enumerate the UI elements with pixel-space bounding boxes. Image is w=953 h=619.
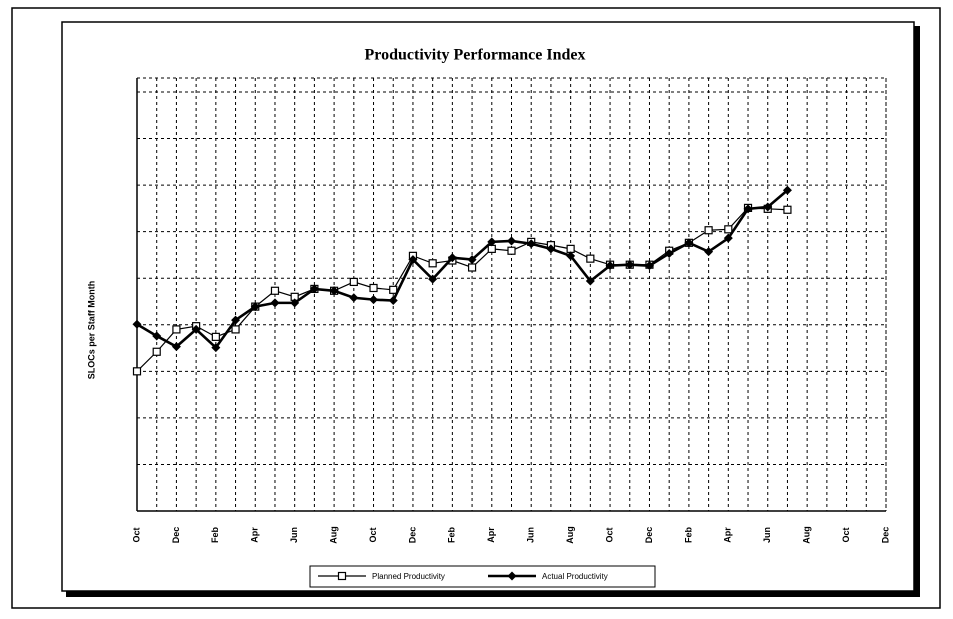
chart-frame	[61, 21, 915, 592]
x-tick-label: Aug	[328, 526, 338, 544]
x-tick-label: Apr	[486, 527, 496, 543]
x-tick-label: Apr	[250, 527, 260, 543]
x-tick-label: Jun	[289, 527, 299, 543]
marker	[566, 251, 576, 261]
x-tick-label: Jun	[526, 527, 536, 543]
marker	[270, 286, 280, 295]
marker	[428, 259, 437, 268]
marker	[704, 226, 713, 235]
marker	[211, 343, 221, 353]
marker	[507, 236, 516, 246]
marker	[152, 331, 162, 341]
marker	[132, 319, 142, 329]
marker	[664, 249, 674, 259]
legend-label: Actual Productivity	[542, 572, 608, 581]
marker	[389, 285, 398, 294]
marker	[337, 571, 347, 581]
x-tick-label: Dec	[171, 527, 181, 544]
x-tick-label: Feb	[683, 527, 693, 544]
marker	[644, 261, 654, 271]
marker	[447, 253, 457, 263]
marker	[191, 324, 201, 334]
marker	[349, 293, 359, 303]
marker	[467, 255, 477, 265]
marker	[467, 263, 477, 272]
series-line	[136, 189, 789, 350]
marker	[704, 247, 714, 257]
marker	[724, 225, 733, 234]
x-tick-label: Oct	[368, 527, 378, 542]
marker	[369, 283, 378, 293]
marker	[507, 246, 516, 255]
marker	[782, 185, 792, 195]
marker	[152, 347, 161, 356]
marker	[290, 298, 300, 308]
x-tick-label: Aug	[565, 526, 575, 544]
marker	[408, 255, 418, 265]
marker	[743, 204, 753, 214]
x-tick-label: Feb	[210, 527, 220, 544]
x-tick-label: Aug	[802, 526, 812, 544]
marker	[487, 237, 497, 247]
marker	[231, 325, 240, 334]
marker	[684, 238, 694, 248]
x-tick-label: Oct	[841, 527, 851, 542]
marker	[526, 239, 536, 249]
x-tick-label: Feb	[447, 527, 457, 544]
marker	[566, 244, 575, 253]
marker	[507, 571, 517, 581]
x-tick-label: Apr	[723, 527, 733, 543]
marker	[783, 205, 792, 214]
marker	[132, 367, 142, 376]
outer-frame	[11, 7, 941, 609]
marker	[723, 233, 733, 243]
marker	[349, 277, 358, 287]
marker	[546, 244, 556, 254]
marker	[605, 261, 615, 271]
marker	[250, 302, 260, 312]
marker	[763, 202, 773, 212]
legend-label: Planned Productivity	[372, 572, 445, 581]
x-tick-label: Dec	[880, 527, 890, 544]
x-tick-label: Oct	[131, 527, 141, 542]
marker	[586, 254, 595, 263]
marker	[171, 342, 181, 352]
marker	[625, 260, 635, 270]
marker	[231, 315, 241, 325]
x-tick-label: Dec	[407, 527, 417, 544]
marker	[369, 295, 379, 305]
marker	[428, 274, 438, 284]
x-tick-label: Jun	[762, 527, 772, 543]
chart-title: Productivity Performance Index	[365, 47, 586, 64]
marker	[211, 332, 220, 341]
y-axis-label: SLOCs per Staff Month	[86, 281, 96, 380]
marker	[270, 298, 280, 308]
x-tick-label: Dec	[644, 527, 654, 544]
marker	[487, 244, 496, 253]
legend-box	[309, 565, 656, 588]
x-tick-label: Oct	[604, 527, 614, 542]
marker	[585, 276, 595, 286]
marker	[329, 286, 339, 296]
marker	[309, 284, 319, 294]
marker	[172, 325, 181, 334]
marker	[388, 296, 398, 306]
